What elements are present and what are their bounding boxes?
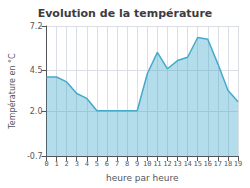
svg-text:Evolution de la température: Evolution de la température <box>38 7 213 20</box>
svg-text:19: 19 <box>234 160 242 168</box>
svg-text:9: 9 <box>135 160 139 168</box>
svg-text:10: 10 <box>143 160 151 168</box>
svg-text:5: 5 <box>95 160 99 168</box>
svg-text:8: 8 <box>125 160 129 168</box>
svg-text:4.5: 4.5 <box>30 66 43 75</box>
svg-text:Température en °C: Température en °C <box>7 53 17 130</box>
svg-text:15: 15 <box>193 160 201 168</box>
svg-text:2: 2 <box>65 160 69 168</box>
svg-text:18: 18 <box>224 160 232 168</box>
svg-text:17: 17 <box>214 160 222 168</box>
svg-text:7: 7 <box>115 160 119 168</box>
svg-text:-0.7: -0.7 <box>27 152 43 161</box>
svg-text:13: 13 <box>173 160 181 168</box>
svg-text:12: 12 <box>163 160 171 168</box>
svg-text:7.2: 7.2 <box>30 22 43 31</box>
svg-text:heure par heure: heure par heure <box>106 173 179 183</box>
svg-text:11: 11 <box>153 160 161 168</box>
svg-text:4: 4 <box>85 160 89 168</box>
svg-text:6: 6 <box>105 160 109 168</box>
svg-text:2.0: 2.0 <box>30 107 43 116</box>
svg-text:3: 3 <box>75 160 79 168</box>
svg-text:16: 16 <box>204 160 212 168</box>
svg-text:0: 0 <box>44 160 48 168</box>
svg-text:1: 1 <box>54 160 58 168</box>
svg-text:14: 14 <box>183 160 191 168</box>
